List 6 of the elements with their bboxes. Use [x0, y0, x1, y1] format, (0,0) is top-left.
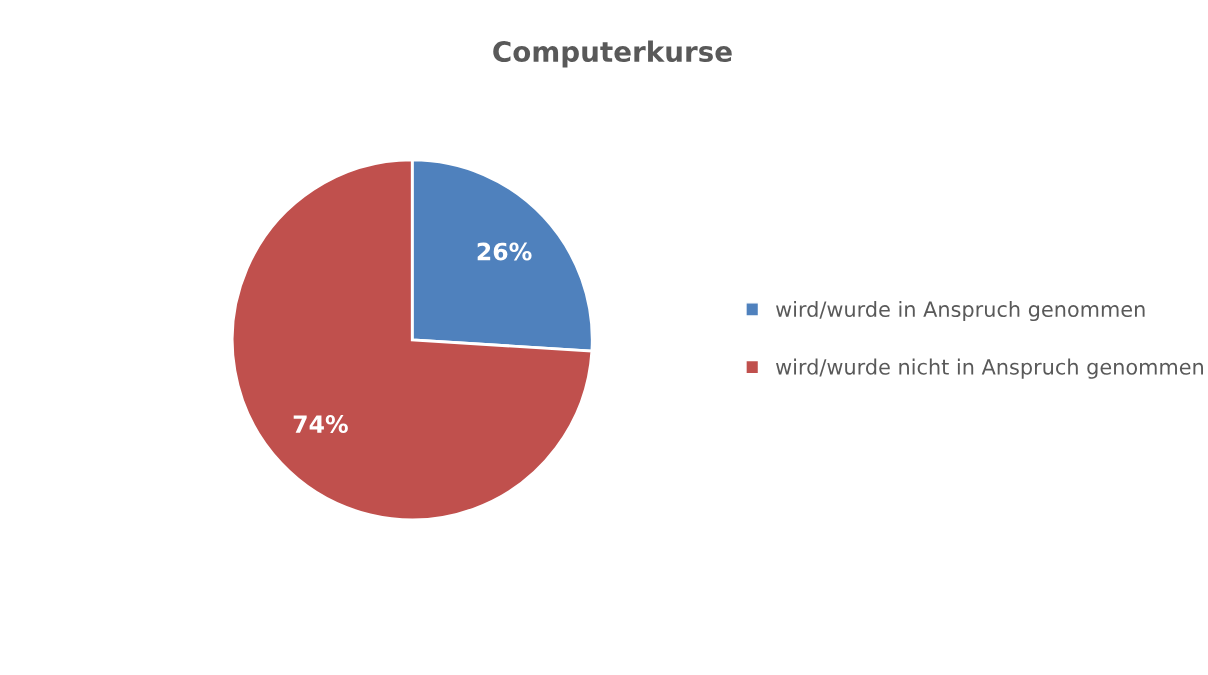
data-label: 74%	[293, 415, 348, 433]
data-label: 26%	[477, 242, 532, 261]
pie-slice	[230, 158, 594, 522]
legend-label: wird/wurde nicht in Anspruch genommen	[776, 358, 1203, 379]
legend-label: wird/wurde in Anspruch genommen	[776, 300, 1145, 322]
chart-title: Computerkurse	[493, 40, 732, 68]
